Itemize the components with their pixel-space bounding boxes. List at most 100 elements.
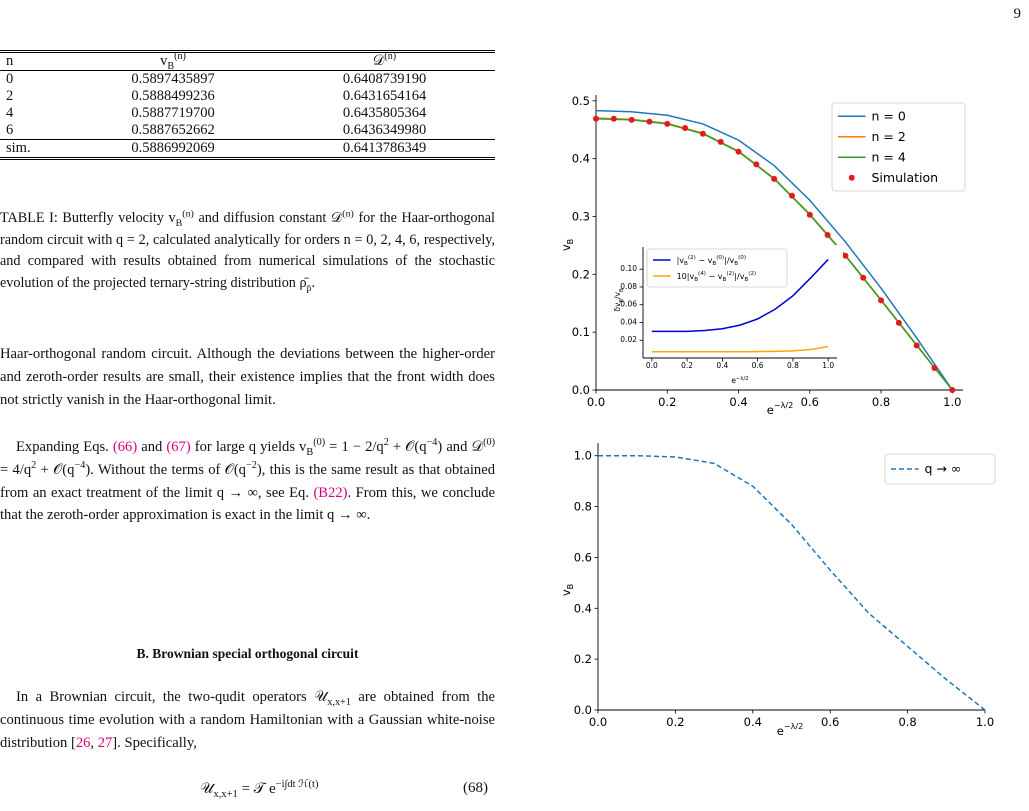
table-header-cell: n [6, 53, 14, 69]
data-point [735, 148, 742, 155]
table-row: 4 0.5887719700 0.6435805364 [0, 105, 495, 122]
x-tick-label: 0.2 [658, 395, 676, 409]
table-cell: 0.5897435897 [131, 71, 215, 87]
x-axis-label: e−λ/2 [731, 376, 748, 386]
x-tick-label: 1.0 [822, 361, 834, 370]
y-axis-label: vB [559, 584, 576, 596]
y-tick-label: 1.0 [574, 448, 592, 462]
x-tick-label: 0.4 [744, 715, 762, 729]
x-tick-label: 0.0 [646, 361, 658, 370]
x-tick-label: 0.2 [666, 715, 684, 729]
data-point [860, 274, 867, 281]
y-tick-label: 0.6 [574, 550, 592, 564]
legend-label: n = 2 [872, 128, 906, 143]
data-point [771, 175, 778, 182]
y-tick-label: 0.08 [620, 282, 637, 291]
table-cell: 0.6435805364 [342, 105, 427, 121]
data-point [824, 231, 831, 238]
table-caption: TABLE I: Butterfly velocity vB(n) and di… [0, 208, 495, 294]
table-cell: 0.5887652662 [131, 122, 215, 138]
legend-label: 10|vB(4) − vB(2)|/vB(2) [677, 271, 757, 283]
y-tick-label: 0.4 [572, 151, 590, 165]
y-tick-label: 0.5 [572, 93, 590, 107]
y-tick-label: 0.2 [574, 652, 592, 666]
data-point [949, 387, 956, 393]
data-point [913, 342, 920, 349]
table-header-cell: 𝒟(n) [372, 51, 397, 69]
table-cell: 4 [6, 105, 14, 121]
x-tick-label: 0.6 [821, 715, 839, 729]
legend-marker [848, 174, 855, 181]
table-cell: 0.6431654164 [342, 88, 427, 104]
table-row: 2 0.5888499236 0.6431654164 [0, 88, 495, 105]
x-tick-label: 0.6 [752, 361, 764, 370]
legend-label: q → ∞ [925, 461, 962, 476]
table-cell: 2 [6, 88, 14, 104]
table-cell: 0.5888499236 [131, 88, 215, 104]
table-header-cell: vB(n) [160, 51, 186, 72]
data-point [878, 297, 885, 304]
series-line [598, 454, 986, 711]
legend-box [646, 248, 788, 288]
table-cell: 6 [6, 122, 14, 138]
legend-label: Simulation [872, 169, 939, 184]
paragraph: Haar-orthogonal random circuit. Although… [0, 346, 495, 408]
legend-label: |vB(2) − vB(0)|/vB(0) [677, 255, 746, 267]
legend-box [831, 102, 966, 192]
table-cell: 0 [6, 71, 14, 87]
data-point [593, 115, 599, 122]
data-point [931, 365, 938, 372]
data-point [717, 138, 724, 145]
y-axis-label: vB [559, 239, 576, 251]
y-tick-label: 0.04 [620, 317, 637, 326]
equation: 𝒰x,x+1 = 𝒯 e−i∫dt ℋ(t) [200, 779, 319, 800]
data-point [753, 161, 760, 168]
table-cell: sim. [6, 140, 31, 156]
y-tick-label: 0.4 [574, 601, 592, 615]
x-tick-label: 0.8 [787, 361, 799, 370]
x-axis-label: e−λ/2 [767, 401, 793, 417]
data-point [788, 192, 795, 199]
data-point [610, 115, 617, 122]
table-cell: 0.6408739190 [342, 71, 427, 87]
data-point [682, 124, 689, 131]
data-point [842, 252, 849, 259]
equation-number: (68) [463, 780, 488, 796]
table-cell: 0.5886992069 [131, 140, 215, 156]
x-tick-label: 0.4 [716, 361, 728, 370]
legend-label: n = 0 [872, 108, 906, 123]
y-tick-label: 0.0 [574, 703, 592, 717]
data-point [806, 211, 813, 218]
y-tick-label: 0.8 [574, 499, 592, 513]
y-tick-label: 0.06 [620, 300, 637, 309]
x-axis-label: e−λ/2 [777, 722, 803, 738]
table-row: 6 0.5887652662 0.6436349980 [0, 122, 495, 140]
series-line [651, 258, 829, 333]
series-line [651, 345, 829, 353]
section-heading: B. Brownian special orthogonal circuit [136, 646, 359, 661]
table-cell: 0.5887719700 [131, 105, 215, 121]
x-tick-label: 0.8 [898, 715, 916, 729]
x-tick-label: 1.0 [943, 395, 961, 409]
y-tick-label: 0.02 [620, 335, 637, 344]
x-tick-label: 0.2 [681, 361, 693, 370]
series-line [595, 109, 953, 391]
y-tick-label: 0.2 [572, 267, 590, 281]
paragraph: In a Brownian circuit, the two-qudit ope… [0, 689, 495, 751]
table-cell: 0.6436349980 [342, 122, 427, 138]
x-tick-label: 0.8 [872, 395, 890, 409]
legend-label: n = 4 [872, 149, 906, 164]
x-tick-label: 0.4 [729, 395, 747, 409]
table-cell: 0.6413786349 [342, 140, 427, 156]
results-table: n vB(n) 𝒟(n) 0 0.5897435897 0.6408739190 2 0.5… [0, 50, 495, 160]
x-tick-label: 0.0 [587, 395, 605, 409]
data-point [699, 130, 706, 137]
y-tick-label: 0.10 [620, 264, 637, 273]
data-point [895, 319, 902, 326]
y-tick-label: 0.3 [572, 209, 590, 223]
y-tick-label: 0.1 [572, 325, 590, 339]
table-row: sim. 0.5886992069 0.6413786349 [0, 139, 495, 159]
data-point [664, 120, 671, 127]
